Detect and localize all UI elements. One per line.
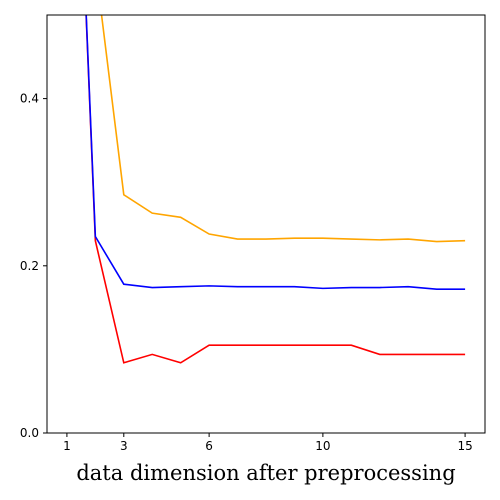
x-axis-label: data dimension after preprocessing <box>76 461 455 485</box>
x-tick-label: 3 <box>120 439 128 453</box>
x-tick-label: 15 <box>457 439 472 453</box>
axes-frame <box>46 14 486 434</box>
x-tick-label: 10 <box>315 439 330 453</box>
y-tick-label: 0.2 <box>20 259 39 273</box>
y-tick-label: 0.0 <box>20 426 39 440</box>
plot-area <box>85 15 466 364</box>
x-tick-label: 1 <box>63 439 71 453</box>
series-line <box>85 15 466 364</box>
series-line <box>85 15 466 291</box>
series-line <box>100 15 466 243</box>
x-tick-label: 6 <box>205 439 213 453</box>
y-tick-label: 0.4 <box>20 92 39 106</box>
